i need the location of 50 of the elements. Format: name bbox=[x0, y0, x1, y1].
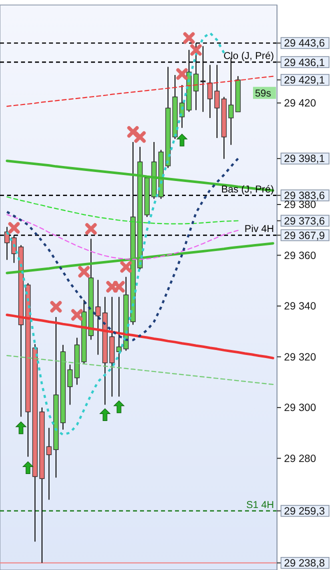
line-series bbox=[6, 314, 274, 360]
y-tick-label: 29 380 bbox=[284, 199, 316, 212]
line-series bbox=[6, 242, 274, 274]
point bbox=[8, 222, 20, 234]
line-series bbox=[6, 354, 274, 386]
y2-tick-label: 29 259,3 bbox=[284, 506, 326, 518]
point bbox=[127, 126, 139, 138]
candlestick bbox=[95, 279, 101, 356]
y2-tick-label: 29 373,6 bbox=[284, 215, 326, 228]
point bbox=[100, 408, 110, 421]
point bbox=[50, 301, 62, 313]
line-series bbox=[6, 214, 239, 260]
candlestick bbox=[214, 64, 220, 138]
point bbox=[106, 280, 118, 292]
ref-line-label: Piv 4H bbox=[244, 224, 274, 236]
point bbox=[114, 400, 124, 414]
y2-tick-label: 29 436,1 bbox=[284, 56, 326, 69]
y2-tick-label: 29 238,8 bbox=[284, 558, 326, 570]
point bbox=[176, 134, 188, 146]
point bbox=[183, 32, 195, 44]
point bbox=[120, 261, 132, 273]
candlestick bbox=[228, 58, 234, 146]
ref-line-label: S1 4H bbox=[246, 500, 274, 511]
point bbox=[190, 44, 202, 56]
point bbox=[71, 309, 83, 321]
line-series bbox=[6, 157, 240, 342]
y2-tick-label: 29 443,6 bbox=[284, 38, 326, 50]
point bbox=[16, 422, 26, 434]
point bbox=[78, 266, 90, 278]
y2-tick-label: 29 429,1 bbox=[284, 74, 326, 87]
candlestick bbox=[207, 64, 213, 118]
y2-tick-label: 29 398,1 bbox=[284, 153, 326, 166]
candlestick bbox=[200, 46, 206, 112]
y-tick-label: 29 280 bbox=[284, 452, 316, 465]
y2-tick-label: 29 367,9 bbox=[284, 230, 326, 242]
candlestick bbox=[46, 427, 52, 500]
point bbox=[176, 68, 188, 80]
point bbox=[85, 223, 97, 235]
y-tick-label: 29 360 bbox=[284, 250, 316, 262]
line-series bbox=[6, 196, 239, 224]
point bbox=[113, 280, 125, 292]
y-tick-label: 29 420 bbox=[284, 98, 316, 110]
annotation: 59s bbox=[255, 88, 272, 100]
candlestick bbox=[67, 364, 73, 406]
y-tick-label: 29 300 bbox=[284, 402, 316, 414]
y-tick-label: 29 340 bbox=[284, 300, 316, 313]
y-tick-label: 29 320 bbox=[284, 351, 316, 364]
point bbox=[22, 461, 34, 474]
point bbox=[134, 131, 146, 143]
ref-line-label: Clo (J, Pré) bbox=[223, 51, 274, 62]
